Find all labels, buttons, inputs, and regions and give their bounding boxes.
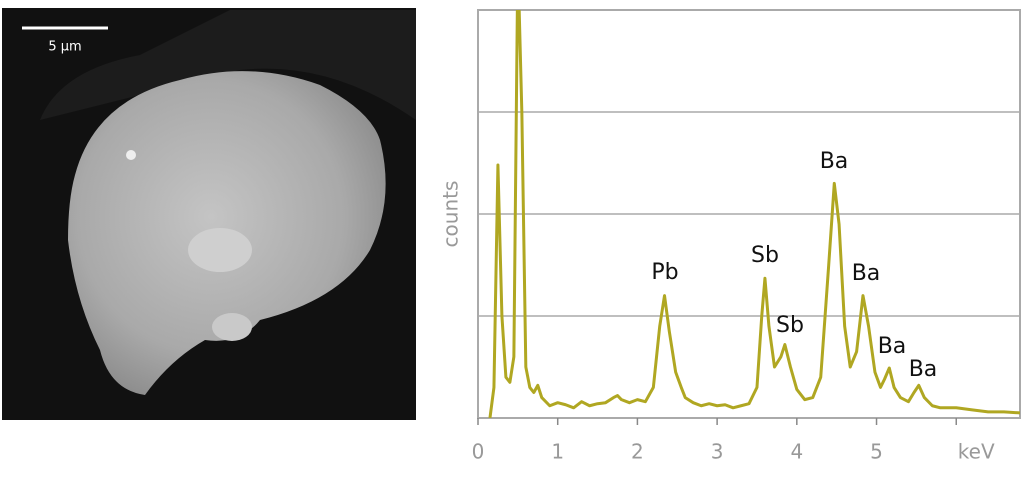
peak-label: Ba <box>820 149 849 174</box>
shadow <box>40 10 416 120</box>
x-tick-label: 4 <box>790 440 803 464</box>
x-tick-label: 3 <box>711 440 724 464</box>
peak-label: Sb <box>751 243 779 268</box>
spectrum-line <box>488 10 1020 418</box>
x-tick-label: keV <box>958 440 995 464</box>
peak-label: Pb <box>651 260 678 285</box>
particle-feature <box>188 228 252 272</box>
particle-feature <box>212 313 252 341</box>
peak-label: Ba <box>909 357 938 382</box>
sem-image: 5 µm <box>2 8 416 420</box>
particle-feature <box>126 150 136 160</box>
peak-label: Ba <box>852 261 881 286</box>
peak-label: Sb <box>776 313 804 338</box>
x-tick-label: 5 <box>870 440 883 464</box>
x-tick-label: 0 <box>472 440 485 464</box>
x-tick-label: 1 <box>551 440 564 464</box>
x-tick-label: 2 <box>631 440 644 464</box>
y-axis-label: counts <box>439 181 463 248</box>
peak-label: Ba <box>878 334 907 359</box>
scale-bar-label: 5 µm <box>48 40 81 55</box>
